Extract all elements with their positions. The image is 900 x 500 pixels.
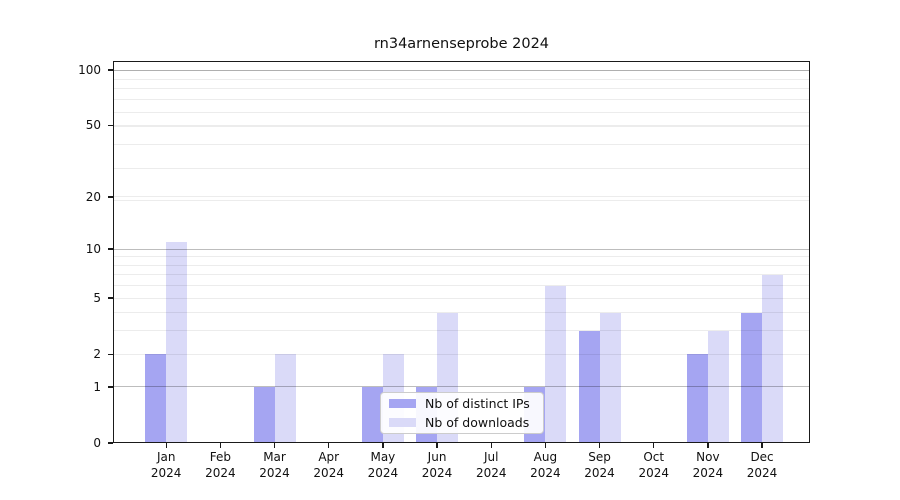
xtick-label-apr: Apr 2024 — [313, 450, 344, 480]
ytick-label-0: 0 — [93, 436, 101, 450]
gridline-y-50 — [113, 124, 810, 126]
xtick-label-feb: Feb 2024 — [205, 450, 236, 480]
gridline-y-99 — [113, 70, 810, 72]
ytick-mark-20 — [108, 196, 113, 198]
legend-item-distinct-ips: Nb of distinct IPs — [389, 396, 535, 411]
legend-item-downloads: Nb of downloads — [389, 415, 535, 430]
legend-label-distinct-ips: Nb of distinct IPs — [425, 396, 530, 411]
xtick-label-jun: Jun 2024 — [421, 450, 453, 480]
legend: Nb of distinct IPs Nb of downloads — [380, 392, 544, 434]
gridline-y-20 — [113, 196, 810, 198]
xtick-label-may: May 2024 — [367, 450, 399, 480]
chart-title: rn34arnenseprobe 2024 — [373, 36, 550, 52]
bar-nov-downloads — [707, 330, 729, 443]
ytick-label-2: 2 — [93, 347, 101, 362]
xtick-mark-apr — [328, 443, 330, 448]
xtick-label-aug: Aug 2024 — [530, 450, 561, 480]
xtick-mark-sep — [598, 443, 601, 448]
xtick-mark-oct — [653, 443, 655, 448]
legend-swatch-downloads-icon — [389, 418, 416, 427]
xtick-mark-jul — [490, 443, 492, 448]
gridline-y-3 — [113, 330, 810, 332]
gridline-y-79 — [113, 88, 810, 90]
xtick-mark-aug — [544, 443, 547, 448]
ytick-mark-50 — [108, 124, 113, 126]
gridline-y-89 — [113, 78, 810, 80]
bar-mar-downloads — [274, 354, 296, 443]
bar-dec-downloads — [762, 274, 784, 443]
xtick-label-jan: Jan 2024 — [150, 450, 182, 480]
gridline-y-2 — [113, 353, 810, 355]
xtick-mark-nov — [707, 443, 709, 448]
ytick-mark-10 — [108, 248, 113, 250]
ytick-mark-0 — [108, 442, 113, 444]
ytick-label-50: 50 — [85, 118, 101, 133]
bar-aug-downloads — [545, 285, 567, 443]
xtick-mark-jan — [165, 443, 167, 448]
gridline-y-9 — [113, 256, 810, 258]
xtick-label-sep: Sep 2024 — [584, 450, 615, 480]
xtick-mark-dec — [761, 443, 763, 448]
gridline-y-69 — [113, 99, 810, 101]
ytick-mark-1 — [108, 386, 113, 388]
gridline-y-4 — [113, 312, 810, 314]
ytick-label-1: 1 — [93, 379, 101, 394]
xtick-label-jul: Jul 2024 — [475, 450, 507, 480]
xtick-label-nov: Nov 2024 — [692, 450, 724, 480]
gridline-y-1 — [113, 386, 810, 388]
plot-area: Nb of distinct IPs Nb of downloads — [113, 61, 810, 443]
ytick-label-100: 100 — [78, 63, 101, 77]
bar-sep-downloads — [599, 312, 621, 443]
grid-layer — [113, 61, 810, 443]
xtick-mark-may — [382, 443, 384, 448]
bar-nov-distinct-ips — [686, 354, 708, 443]
gridline-y-6 — [113, 285, 810, 287]
xtick-label-oct: Oct 2024 — [638, 450, 669, 480]
bar-jan-downloads — [166, 242, 188, 443]
xtick-label-mar: Mar 2024 — [259, 450, 290, 480]
legend-swatch-distinct-ips-icon — [389, 399, 416, 408]
xtick-mark-mar — [273, 443, 276, 448]
gridline-y-39 — [113, 144, 810, 146]
bar-sep-distinct-ips — [578, 330, 600, 443]
gridline-y-59 — [113, 111, 810, 113]
gridline-y-10 — [113, 248, 810, 250]
gridline-y-7 — [113, 274, 810, 276]
gridline-y-19 — [113, 200, 810, 202]
ytick-mark-100 — [108, 69, 113, 71]
bar-jan-distinct-ips — [145, 354, 167, 443]
bar-may-distinct-ips — [361, 386, 383, 443]
ytick-mark-2 — [108, 353, 113, 355]
gridline-y-8 — [113, 264, 810, 266]
ytick-label-10: 10 — [85, 242, 101, 257]
bar-mar-distinct-ips — [253, 386, 275, 443]
xtick-mark-jun — [436, 443, 438, 448]
gridline-y-49 — [113, 126, 810, 128]
ytick-label-20: 20 — [85, 189, 101, 204]
gridline-y-5 — [113, 297, 810, 299]
legend-label-downloads: Nb of downloads — [425, 415, 530, 430]
ytick-label-5: 5 — [93, 291, 101, 306]
gridline-y-100 — [113, 69, 810, 71]
bar-dec-distinct-ips — [741, 312, 763, 443]
ytick-mark-5 — [108, 297, 113, 299]
xtick-label-dec: Dec 2024 — [746, 450, 778, 480]
xtick-mark-feb — [219, 443, 222, 448]
gridline-y-29 — [113, 167, 810, 169]
